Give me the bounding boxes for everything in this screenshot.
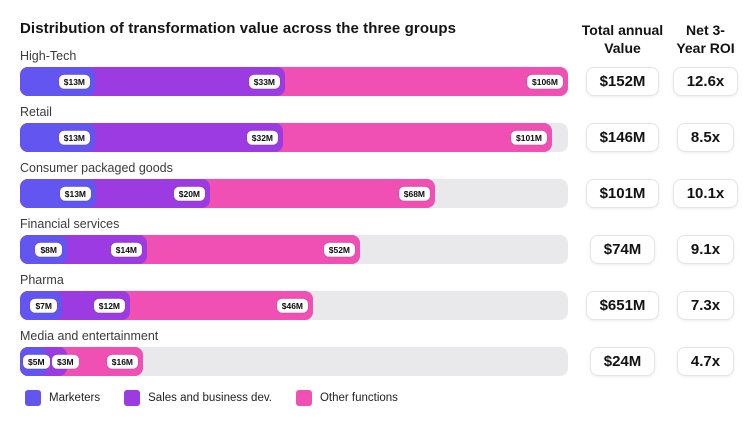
total-column-header: Total annual Value bbox=[575, 21, 670, 57]
legend-item: Marketers bbox=[25, 390, 100, 406]
category-label: High-Tech bbox=[20, 49, 77, 63]
segment-value-pill: $13M bbox=[59, 186, 91, 201]
segment-value-pill: $33M bbox=[248, 74, 280, 89]
segment-value-pill: $16M bbox=[106, 354, 138, 369]
total-value-box: $24M bbox=[589, 347, 656, 376]
roi-value-box: 4.7x bbox=[676, 347, 735, 376]
bar-track: $8M $14M $52M bbox=[20, 235, 568, 264]
segment-value-pill: $12M bbox=[93, 298, 125, 313]
total-value-box-column: $74M bbox=[575, 235, 670, 264]
total-header-line2: Value bbox=[604, 40, 641, 56]
legend-swatch bbox=[124, 390, 141, 406]
bar-track: $5M $3M $16M bbox=[20, 347, 568, 376]
segment-value-pill: $101M bbox=[511, 130, 547, 145]
total-value-box-column: $152M bbox=[575, 67, 670, 96]
total-value-box: $101M bbox=[585, 179, 660, 208]
legend-label: Other functions bbox=[319, 392, 398, 404]
roi-column-header: Net 3- Year ROI bbox=[663, 21, 748, 57]
segment-value-pill: $106M bbox=[527, 74, 563, 89]
segment-value-pill: $13M bbox=[58, 130, 90, 145]
segment-value-pill: $32M bbox=[246, 130, 278, 145]
total-header-line1: Total annual bbox=[581, 22, 664, 38]
category-label: Financial services bbox=[20, 217, 120, 231]
legend-swatch bbox=[25, 390, 41, 406]
roi-value-box-column: 10.1x bbox=[663, 179, 748, 208]
segment-value-pill: $7M bbox=[30, 298, 57, 313]
segment-value-pill: $68M bbox=[398, 186, 430, 201]
roi-value-box-column: 9.1x bbox=[663, 235, 748, 264]
legend-item: Sales and business dev. bbox=[124, 390, 272, 406]
chart-title: Distribution of transformation value acr… bbox=[20, 20, 457, 37]
segment-value-pill: $46M bbox=[276, 298, 308, 313]
roi-value-box-column: 7.3x bbox=[663, 291, 748, 320]
roi-value-box: 10.1x bbox=[672, 179, 739, 208]
segment-value-pill: $8M bbox=[35, 242, 62, 257]
segment-value-pill: $52M bbox=[323, 242, 355, 257]
total-value-box: $146M bbox=[585, 123, 660, 152]
roi-value-box: 8.5x bbox=[676, 123, 735, 152]
bar-track: $7M $12M $46M bbox=[20, 291, 568, 320]
total-value-box-column: $651M bbox=[575, 291, 670, 320]
total-value-box: $74M bbox=[589, 235, 656, 264]
roi-value-box-column: 4.7x bbox=[663, 347, 748, 376]
category-label: Retail bbox=[20, 105, 52, 119]
roi-value-box: 9.1x bbox=[676, 235, 735, 264]
legend-label: Sales and business dev. bbox=[148, 392, 272, 404]
bar-track: $13M $33M $106M bbox=[20, 67, 568, 96]
bar-track: $13M $32M $101M bbox=[20, 123, 568, 152]
roi-value-box-column: 8.5x bbox=[663, 123, 748, 152]
segment-value-pill: $20M bbox=[173, 186, 205, 201]
roi-header-line1: Net 3- bbox=[686, 22, 725, 38]
total-value-box-column: $24M bbox=[575, 347, 670, 376]
legend-item: Other functions bbox=[295, 390, 398, 406]
category-label: Pharma bbox=[20, 273, 64, 287]
total-value-box: $152M bbox=[585, 67, 660, 96]
segment-value-pill: $3M bbox=[52, 354, 79, 369]
chart-legend: Marketers Sales and business dev. Other fu… bbox=[25, 390, 398, 406]
segment-value-pill: $14M bbox=[110, 242, 142, 257]
total-value-box-column: $101M bbox=[575, 179, 670, 208]
legend-label: Marketers bbox=[49, 392, 101, 404]
category-label: Media and entertainment bbox=[20, 329, 159, 343]
roi-value-box: 12.6x bbox=[672, 67, 739, 96]
segment-value-pill: $13M bbox=[58, 74, 90, 89]
total-value-box-column: $146M bbox=[575, 123, 670, 152]
category-label: Consumer packaged goods bbox=[20, 161, 173, 175]
legend-swatch bbox=[295, 390, 312, 406]
roi-value-box-column: 12.6x bbox=[663, 67, 748, 96]
segment-value-pill: $5M bbox=[23, 354, 50, 369]
bar-track: $13M $20M $68M bbox=[20, 179, 568, 208]
roi-header-line2: Year ROI bbox=[676, 40, 735, 56]
total-value-box: $651M bbox=[585, 291, 660, 320]
roi-value-box: 7.3x bbox=[676, 291, 735, 320]
